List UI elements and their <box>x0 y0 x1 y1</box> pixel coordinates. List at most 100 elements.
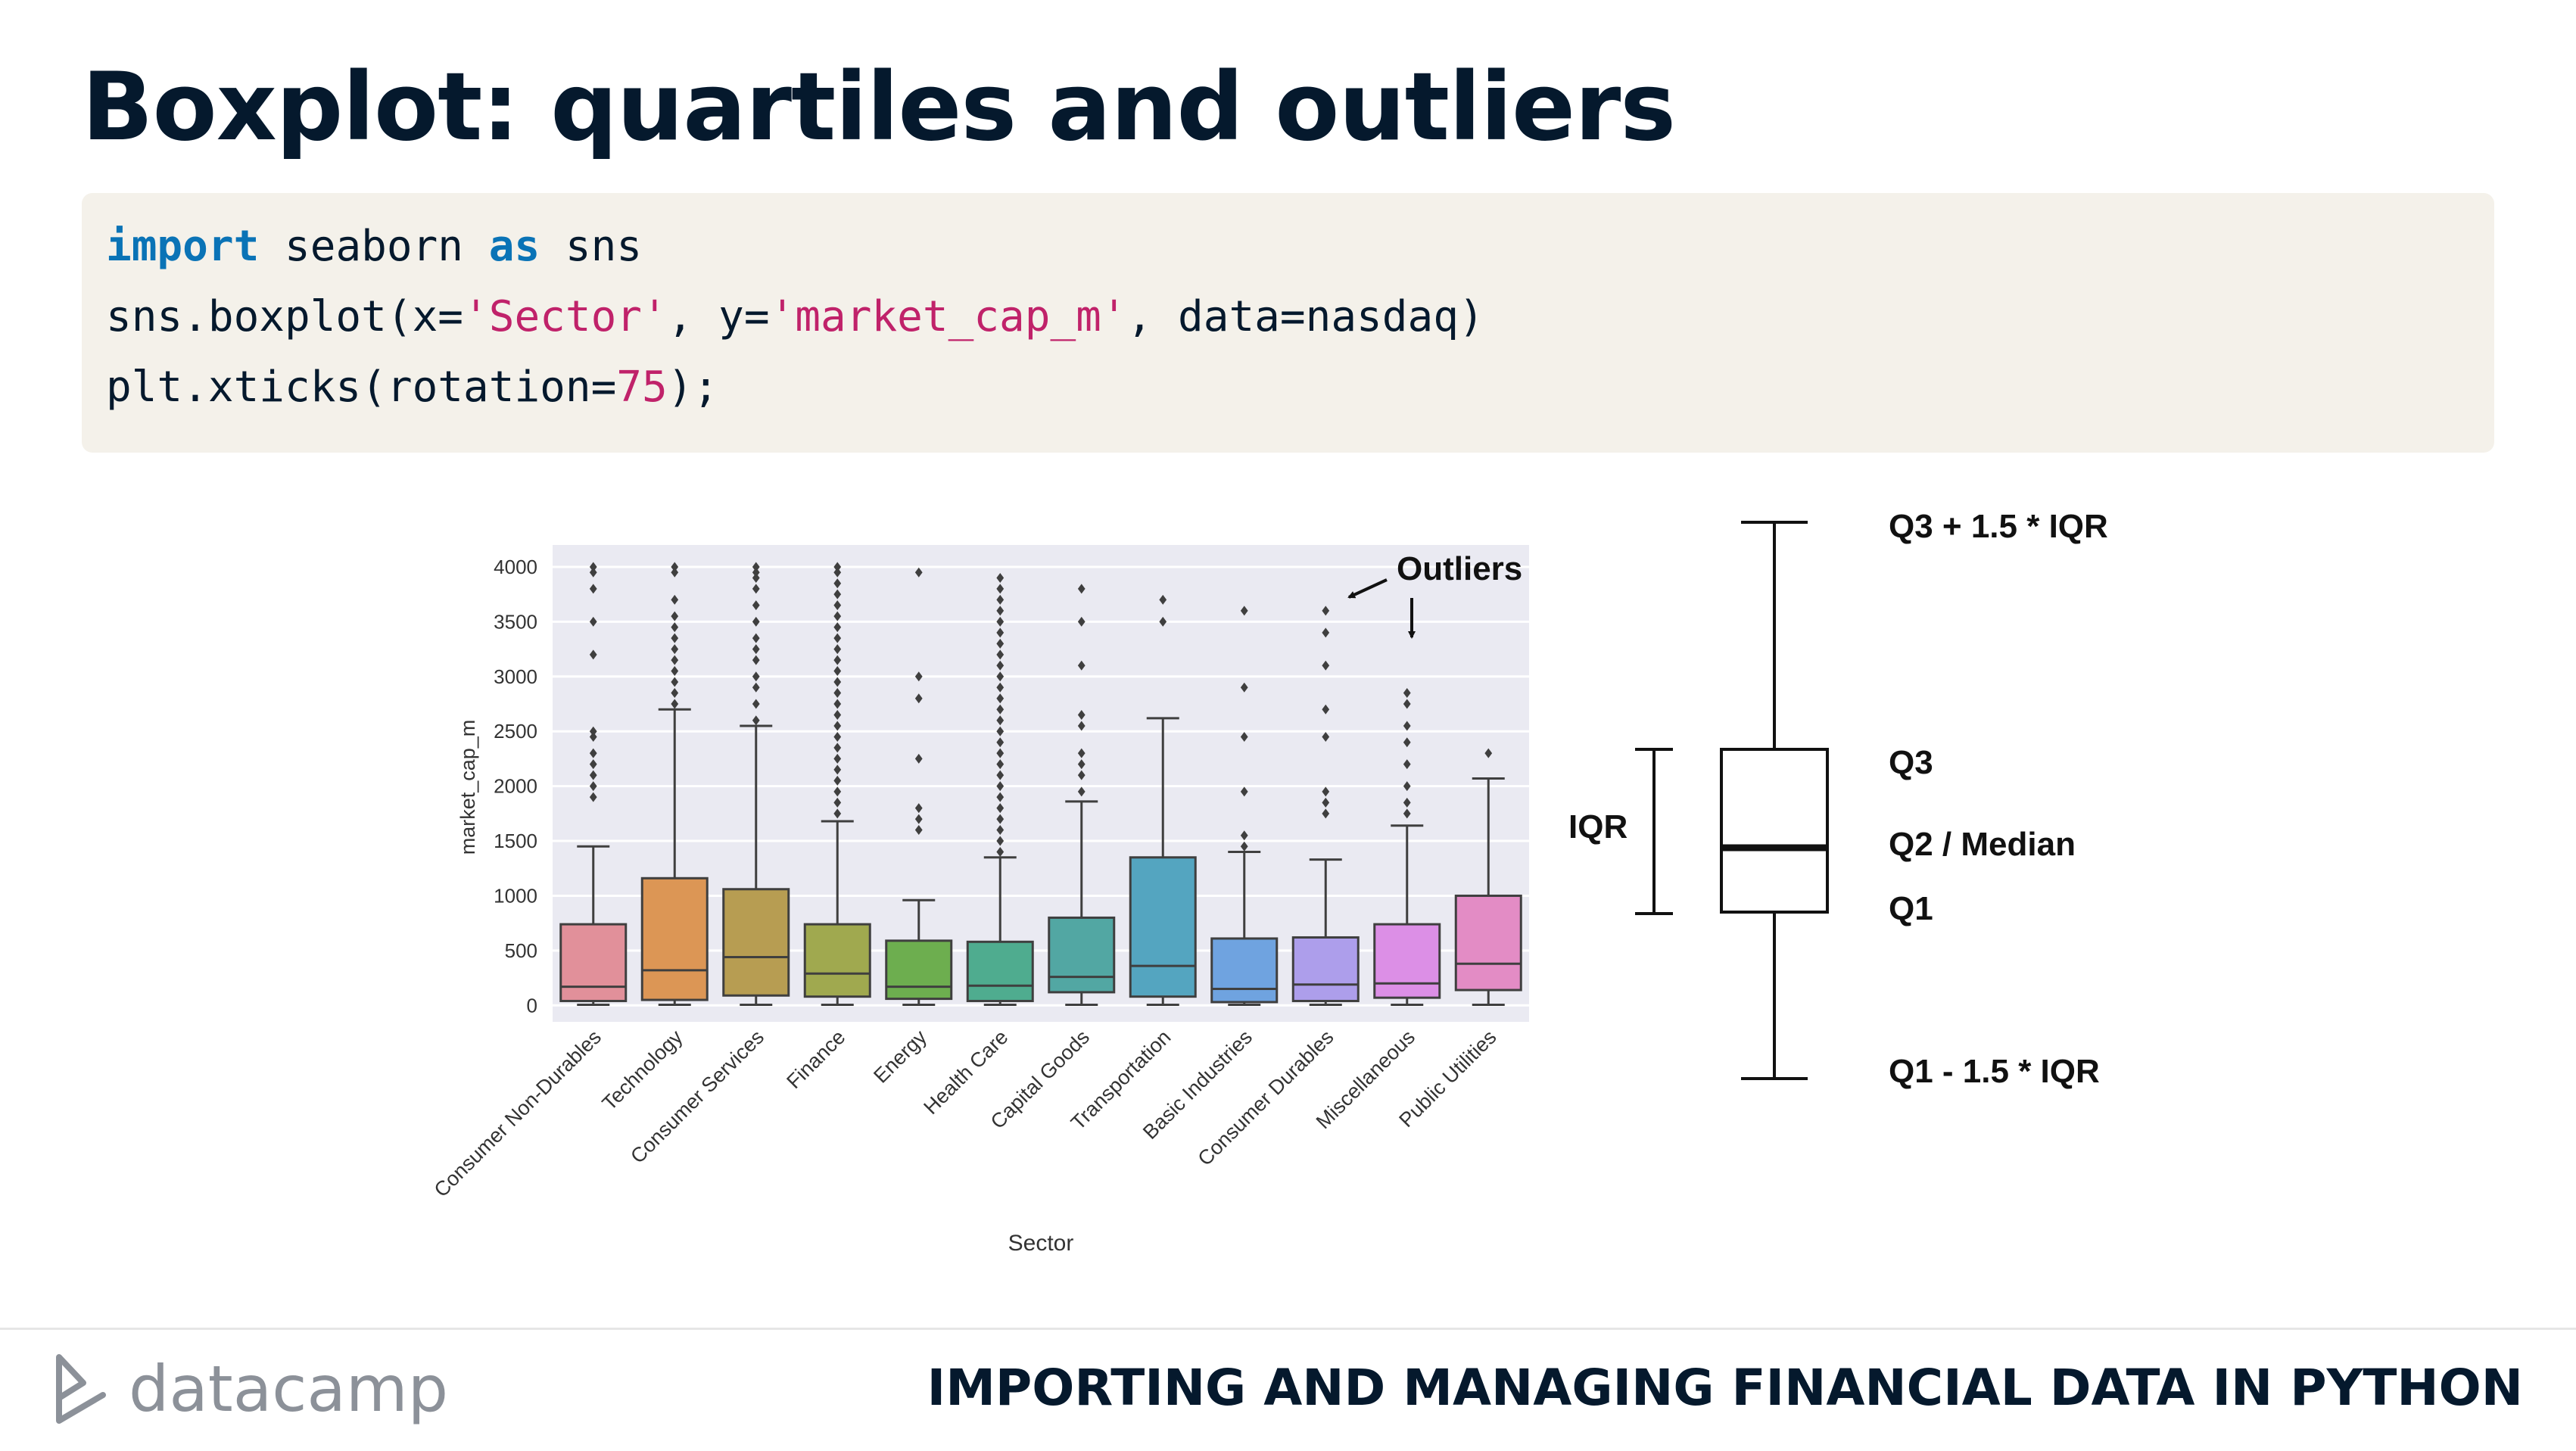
y-tick-label: 3000 <box>494 665 537 688</box>
outlier-point <box>996 627 1005 638</box>
outlier-point <box>996 825 1005 836</box>
outlier-point <box>1484 748 1493 758</box>
box <box>1048 916 1116 994</box>
outlier-point <box>589 781 597 792</box>
outlier-point <box>1403 688 1411 699</box>
y-tick-label: 2500 <box>494 720 537 743</box>
outlier-point <box>914 753 923 764</box>
code-keyword: as <box>488 222 540 271</box>
datacamp-logo-icon <box>56 1354 106 1424</box>
outlier-point <box>589 649 597 660</box>
outlier-point <box>1240 731 1248 742</box>
outlier-point <box>1403 737 1411 748</box>
outlier-point <box>752 715 760 726</box>
outlier-point <box>833 578 842 589</box>
box-group <box>885 567 953 1007</box>
x-tick-label: Technology <box>598 1026 687 1115</box>
box-group <box>966 572 1034 1007</box>
y-tick-label: 0 <box>527 994 537 1017</box>
outlier-point <box>752 644 760 655</box>
box-group <box>559 562 628 1007</box>
footer-divider <box>0 1328 2576 1330</box>
outlier-point <box>1077 721 1086 731</box>
outlier-point <box>996 638 1005 649</box>
code-text: plt.xticks(rotation= <box>106 363 617 412</box>
outlier-point <box>752 562 760 572</box>
outlier-point <box>1159 616 1167 627</box>
outlier-point <box>1240 830 1248 841</box>
outlier-point <box>671 622 679 633</box>
outlier-point <box>1077 709 1086 720</box>
outlier-point <box>589 759 597 770</box>
outlier-point <box>1077 748 1086 758</box>
outlier-point <box>833 797 842 808</box>
outliers-arrow-left <box>1347 578 1388 599</box>
box-group <box>1129 594 1197 1007</box>
outlier-point <box>1322 808 1330 819</box>
outlier-point <box>996 606 1005 616</box>
outlier-point <box>996 594 1005 605</box>
outlier-point <box>996 726 1005 736</box>
outlier-point <box>1077 584 1086 594</box>
outlier-point <box>996 649 1005 660</box>
outlier-point <box>589 731 597 742</box>
outlier-point <box>833 633 842 643</box>
outlier-point <box>1403 721 1411 731</box>
outlier-point <box>1403 781 1411 792</box>
y-tick-labels: 0 500 1000 1500 2000 2500 3000 3500 4000 <box>494 556 537 1017</box>
code-text: , data=nasdaq) <box>1126 292 1484 341</box>
outlier-point <box>1240 786 1248 797</box>
outlier-point <box>1322 606 1330 616</box>
code-string: 'Sector' <box>463 292 668 341</box>
outlier-point <box>914 567 923 578</box>
box-series <box>559 562 1522 1007</box>
outlier-point <box>1403 797 1411 808</box>
outlier-point <box>589 748 597 758</box>
outlier-point <box>589 770 597 780</box>
outlier-point <box>996 616 1005 627</box>
outlier-point <box>752 671 760 682</box>
outlier-point <box>996 748 1005 758</box>
plot-area <box>553 545 1529 1022</box>
outlier-point <box>1403 808 1411 819</box>
outlier-point <box>996 704 1005 715</box>
outlier-point <box>1403 699 1411 709</box>
box <box>1210 937 1279 1004</box>
outlier-point <box>671 611 679 621</box>
slide-title: Boxplot: quartiles and outliers <box>82 53 1676 162</box>
outlier-point <box>996 781 1005 792</box>
box <box>722 888 790 997</box>
outlier-point <box>1077 759 1086 770</box>
outlier-point <box>752 699 760 709</box>
y-tick-label: 1000 <box>494 884 537 907</box>
outlier-point <box>589 584 597 594</box>
outlier-point <box>752 572 760 583</box>
box-group <box>640 562 709 1007</box>
outlier-point <box>996 759 1005 770</box>
outlier-point <box>1322 786 1330 797</box>
outlier-point <box>833 644 842 655</box>
y-tick-label: 1500 <box>494 830 537 852</box>
outlier-point <box>833 600 842 611</box>
code-line-3: plt.xticks(rotation=75); <box>106 363 718 412</box>
outlier-point <box>671 644 679 655</box>
label-lower-whisker: Q1 - 1.5 * IQR <box>1889 1053 2100 1090</box>
outlier-point <box>996 737 1005 748</box>
x-tick-label: Consumer Non-Durables <box>430 1026 606 1201</box>
outlier-point <box>833 567 842 578</box>
outlier-point <box>1322 731 1330 742</box>
outlier-point <box>752 600 760 611</box>
code-text: sns.boxplot(x= <box>106 292 464 341</box>
outlier-point <box>833 721 842 731</box>
outlier-point <box>752 682 760 693</box>
outlier-point <box>833 775 842 786</box>
label-iqr: IQR <box>1568 808 1628 845</box>
outlier-point <box>996 715 1005 726</box>
box <box>1373 923 1441 999</box>
outlier-point <box>996 584 1005 594</box>
outlier-point <box>833 709 842 720</box>
outlier-point <box>833 699 842 709</box>
x-tick-label: Energy <box>869 1026 931 1088</box>
y-tick-label: 500 <box>505 939 537 962</box>
